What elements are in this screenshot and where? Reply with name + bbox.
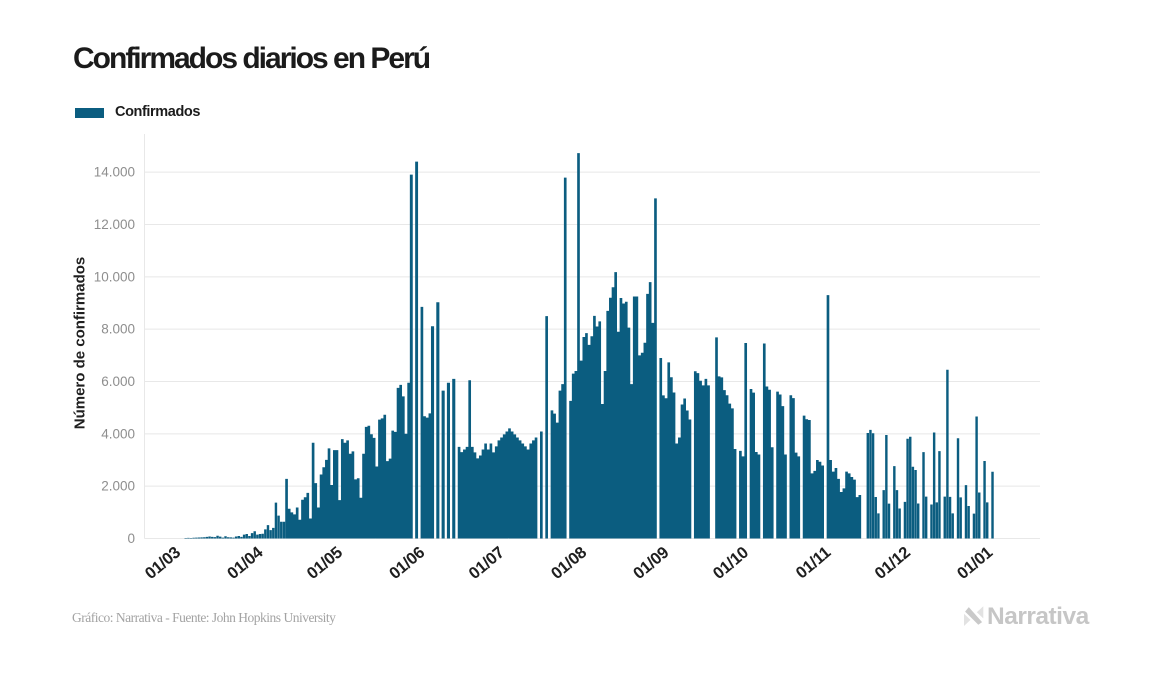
svg-text:Número de confirmados: Número de confirmados xyxy=(72,257,89,430)
svg-text:01/01: 01/01 xyxy=(953,543,996,583)
svg-text:01/06: 01/06 xyxy=(385,543,428,583)
svg-text:4.000: 4.000 xyxy=(101,426,135,441)
svg-text:01/07: 01/07 xyxy=(465,543,508,583)
svg-text:01/03: 01/03 xyxy=(141,543,184,583)
svg-text:01/10: 01/10 xyxy=(709,543,752,583)
svg-text:01/04: 01/04 xyxy=(223,542,267,583)
svg-text:01/11: 01/11 xyxy=(792,543,834,583)
svg-text:0: 0 xyxy=(127,531,135,546)
svg-text:01/12: 01/12 xyxy=(871,543,914,583)
svg-text:01/08: 01/08 xyxy=(547,543,590,583)
svg-text:12.000: 12.000 xyxy=(94,217,135,232)
svg-text:10.000: 10.000 xyxy=(94,269,135,284)
svg-text:14.000: 14.000 xyxy=(94,165,135,180)
svg-text:01/09: 01/09 xyxy=(629,543,672,583)
svg-text:2.000: 2.000 xyxy=(101,479,135,494)
svg-text:6.000: 6.000 xyxy=(101,374,135,389)
svg-text:8.000: 8.000 xyxy=(101,322,135,337)
svg-text:01/05: 01/05 xyxy=(303,543,346,583)
